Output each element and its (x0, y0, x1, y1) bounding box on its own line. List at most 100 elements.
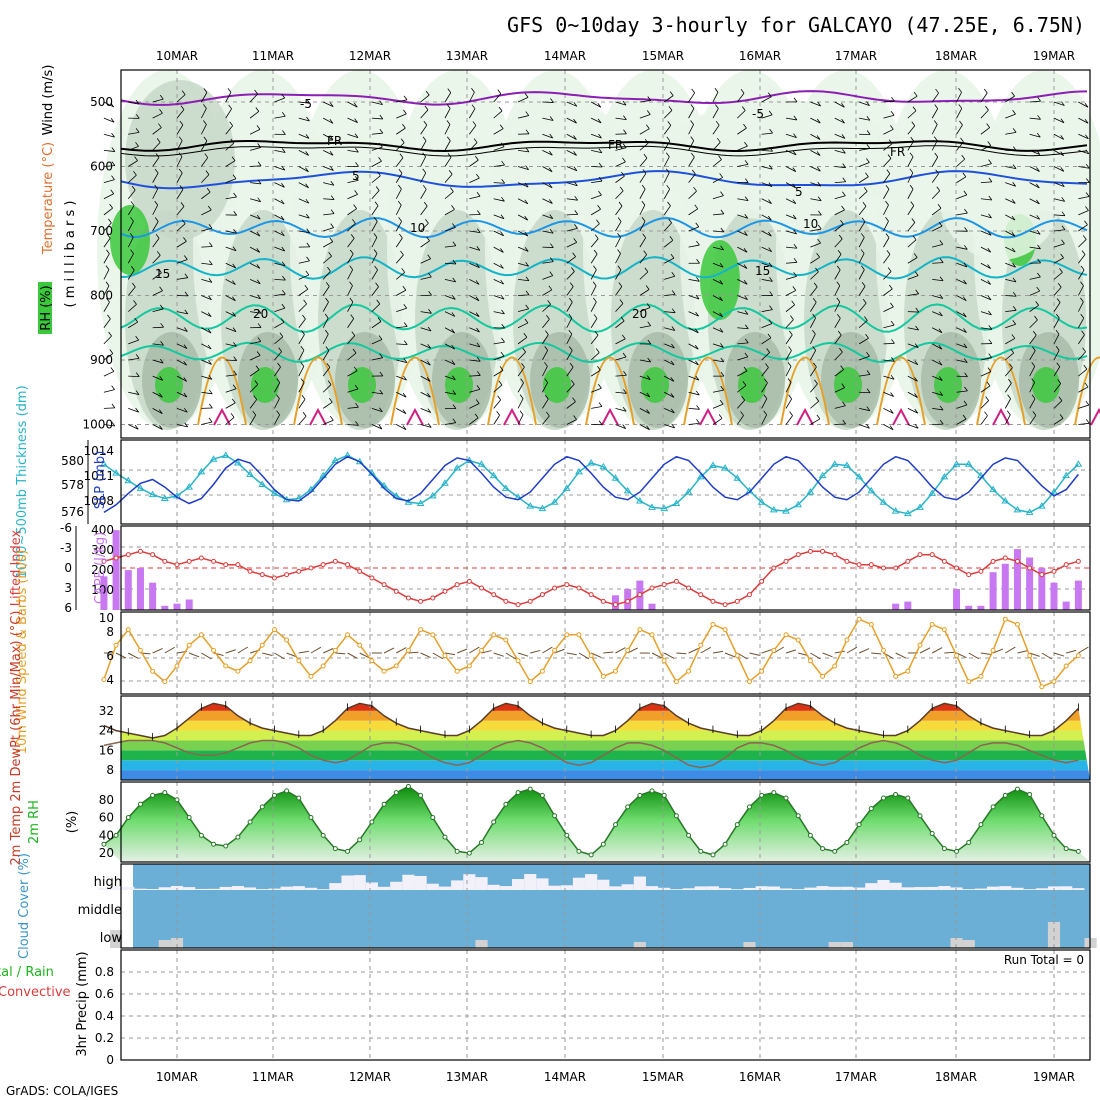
thickness-line-marker (428, 491, 437, 499)
wind-barb (1029, 246, 1041, 250)
wind10-ylabel: 10m Wind Speed & Barbs (m/s) (15, 550, 30, 755)
slp-panel (100, 440, 1090, 524)
wind-barb (956, 343, 967, 349)
wind-barb-flag (257, 179, 262, 185)
wind-barb (468, 108, 476, 119)
wind-barb (395, 157, 404, 167)
wind-barb-flag (158, 409, 163, 414)
wind-barb (956, 311, 967, 318)
rh2m-line-marker (746, 804, 752, 810)
wind-barb (298, 230, 310, 234)
wind-barb (932, 343, 943, 350)
wind-barb-flag (231, 156, 236, 161)
wind-barb (152, 375, 163, 381)
precip-panel (121, 950, 1090, 1061)
surface-hot-contour (213, 407, 231, 426)
wind-barb-flag (499, 366, 504, 371)
wind-barb (907, 275, 919, 280)
wind-barb (566, 271, 575, 280)
wind-barb-flag (768, 262, 773, 267)
rh2m-line-marker (271, 792, 277, 798)
wind-barb-flag (670, 408, 675, 414)
wind-barb (469, 295, 480, 302)
wind-barb-flag (373, 217, 378, 222)
wind-barb-flag (452, 223, 456, 228)
wind-barb (420, 375, 431, 382)
wind-barb-flag (1061, 101, 1065, 106)
thickness-line-marker (928, 489, 937, 496)
wind-barb (834, 101, 845, 108)
wind-barb-flag (646, 392, 651, 398)
wind-barb-flag (593, 297, 597, 303)
wind-barb-flag (325, 346, 330, 351)
wind-barb (176, 109, 185, 119)
wind-barb-flag (184, 273, 189, 278)
wind-barb (152, 142, 161, 151)
wind-barb (420, 172, 427, 183)
wind-barb (1005, 262, 1016, 268)
wind-barb (201, 191, 211, 200)
wind-barb-flag (476, 371, 481, 376)
surface-hot-contour (406, 407, 424, 426)
wind-barb (444, 327, 455, 334)
wind-barb (542, 334, 549, 345)
wind-barb-flag (793, 243, 798, 249)
rh-tick-label: 40 (99, 828, 114, 842)
wind-barb-flag (813, 362, 817, 368)
top-day-label: 13MAR (446, 49, 488, 63)
wind-barb (347, 253, 354, 264)
wind10m-line-marker (893, 673, 899, 679)
wind-barb-flag (451, 344, 455, 350)
wind-barb (883, 143, 893, 151)
wind-barb-flag (549, 133, 554, 139)
lifted-index-line-marker (990, 558, 996, 564)
wind-barb-flag (155, 153, 160, 158)
wind-barb-flag (525, 147, 530, 153)
wind-barb (736, 415, 744, 425)
wind-barb-flag (647, 96, 652, 101)
lifted-index-line-marker (978, 568, 984, 574)
wind-barb-flag (452, 418, 457, 423)
thickness-line-marker (209, 455, 218, 462)
wind-barb (395, 204, 402, 216)
wind-barb-flag (792, 286, 797, 291)
wind-barb (883, 424, 894, 431)
thickness-line-marker (331, 456, 340, 463)
wind-barb-flag (863, 187, 868, 192)
wind-barb (493, 182, 505, 184)
rh2m-line-marker (442, 834, 448, 840)
thickness-line-marker (830, 460, 839, 467)
wind-barb-flag (866, 370, 871, 375)
contour-freezing-2 (120, 145, 1088, 157)
wind-barb (201, 278, 213, 283)
wind-barb (322, 255, 332, 264)
wind-barb (225, 246, 237, 252)
wind-barb (737, 246, 748, 253)
wind-barb (688, 226, 699, 232)
wind-barb-flag (1036, 199, 1040, 205)
wind-barb-flag (841, 383, 846, 388)
contour-plus25 (120, 341, 1088, 364)
wind-barb (785, 166, 796, 172)
wind-barb (1078, 351, 1086, 361)
wind-barb-flag (962, 172, 967, 178)
wind-barb (858, 286, 866, 296)
wind-barb-flag (695, 294, 700, 300)
wind-barb (932, 262, 944, 264)
wind10m-line-marker (966, 679, 972, 685)
wind-barb-flag (841, 205, 845, 211)
wind-barb-flag (816, 253, 820, 258)
precip-ylabel: 3hr Precip (mm) (75, 951, 90, 1056)
wind-barb-flag (403, 95, 408, 101)
wind-barb-flag (549, 116, 554, 121)
wind-barb (883, 408, 894, 414)
wind-barb (932, 375, 943, 381)
wind-barb-flag (232, 174, 237, 179)
wind-barb-flag (985, 396, 990, 401)
cape-bar (989, 572, 997, 610)
wind-barb-flag (1085, 206, 1089, 211)
wind-barb-flag (129, 233, 134, 238)
wind-barb-flag (1012, 146, 1017, 151)
wind-barb (615, 286, 623, 296)
wind-barb-flag (111, 161, 116, 166)
